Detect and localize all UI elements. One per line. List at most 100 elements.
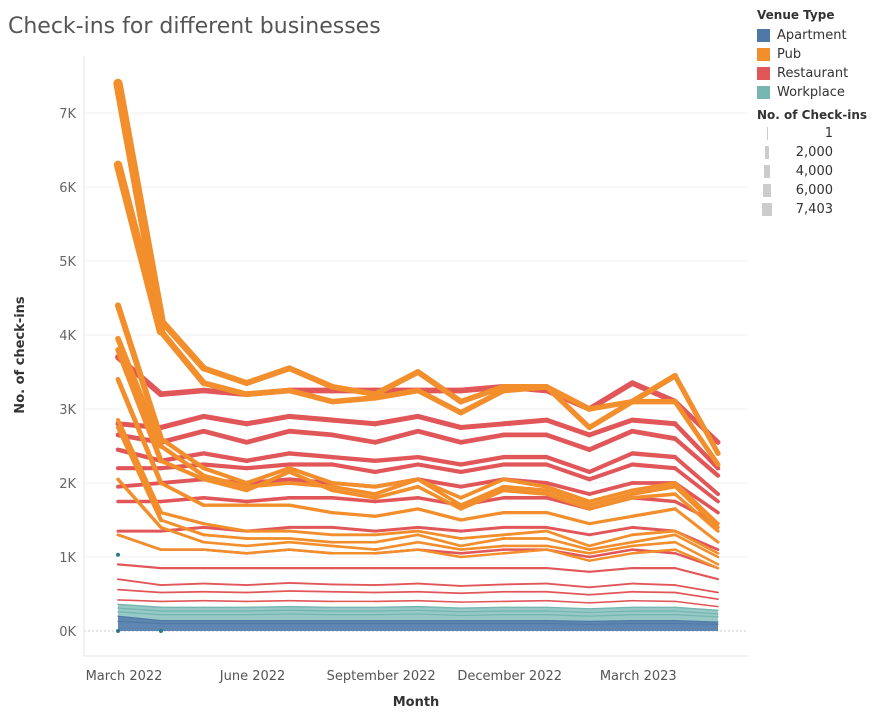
pub-line-segment bbox=[416, 529, 463, 540]
restaurant-line-segment bbox=[286, 428, 335, 438]
restaurant-line-segment bbox=[288, 590, 334, 593]
pub-line-segment bbox=[157, 316, 207, 372]
restaurant-line-segment bbox=[417, 599, 462, 603]
y-tick-label: 6K bbox=[59, 181, 76, 196]
pub-line-segment bbox=[243, 387, 293, 398]
pub-line-segment bbox=[416, 533, 463, 548]
restaurant-line-segment bbox=[415, 428, 464, 445]
workplace-line-segment bbox=[417, 609, 462, 613]
size-legend-label: 7,403 bbox=[795, 202, 833, 217]
restaurant-line-segment bbox=[545, 582, 591, 589]
pub-line-segment bbox=[115, 347, 164, 464]
pub-line-segment bbox=[587, 514, 634, 526]
restaurant-line-segment bbox=[201, 413, 250, 427]
pub-line-segment bbox=[673, 540, 720, 566]
pub-line-segment bbox=[673, 529, 720, 555]
restaurant-line-segment bbox=[158, 413, 207, 431]
pub-line-segment bbox=[415, 369, 464, 405]
y-tick-label: 1K bbox=[59, 551, 76, 566]
pub-line-segment bbox=[673, 533, 720, 559]
restaurant-line-segment bbox=[674, 584, 719, 594]
workplace-line-segment bbox=[288, 605, 334, 609]
restaurant-line-segment bbox=[458, 454, 506, 467]
pub-line-segment bbox=[115, 425, 163, 523]
pub-line-segment bbox=[330, 481, 378, 489]
legend-swatch bbox=[757, 48, 770, 61]
pub-line-segment bbox=[115, 335, 164, 449]
pub-line-segment bbox=[372, 369, 421, 398]
workplace-line-segment bbox=[374, 605, 419, 609]
pub-line-segment bbox=[201, 473, 249, 489]
x-axis-title: Month bbox=[393, 695, 440, 710]
pub-line-segment bbox=[459, 510, 506, 522]
legend-item-workplace[interactable]: Workplace bbox=[757, 83, 872, 102]
restaurant-line-segment bbox=[159, 582, 205, 587]
pub-line-segment bbox=[630, 540, 677, 548]
restaurant-line-segment bbox=[330, 496, 377, 504]
size-legend-mark bbox=[757, 203, 777, 216]
restaurant-line-segment bbox=[373, 525, 420, 533]
workplace-line-segment bbox=[545, 610, 591, 614]
pub-line-segment bbox=[587, 488, 635, 504]
legend-item-pub[interactable]: Pub bbox=[757, 45, 872, 64]
restaurant-line-segment bbox=[417, 582, 462, 587]
pub-line-segment bbox=[373, 507, 420, 518]
restaurant-line-segment bbox=[673, 466, 720, 504]
restaurant-line-segment bbox=[117, 599, 162, 603]
pub-line-segment bbox=[287, 466, 335, 485]
apartment-line-segment bbox=[588, 623, 633, 625]
restaurant-line-segment bbox=[460, 590, 505, 595]
restaurant-line-segment bbox=[629, 380, 678, 405]
size-legend-label: 2,000 bbox=[795, 145, 833, 160]
restaurant-line-segment bbox=[631, 590, 676, 594]
legend-item-restaurant[interactable]: Restaurant bbox=[757, 64, 872, 83]
restaurant-line-segment bbox=[116, 563, 163, 570]
pub-line-segment bbox=[673, 548, 720, 570]
restaurant-line-segment bbox=[158, 387, 207, 398]
y-axis-title: No. of check-ins bbox=[13, 296, 28, 414]
pub-line-segment bbox=[416, 477, 463, 508]
pub-line-segment bbox=[545, 544, 591, 555]
restaurant-line-segment bbox=[117, 578, 162, 587]
restaurant-line-segment bbox=[329, 432, 378, 445]
color-legend-title: Venue Type bbox=[757, 8, 835, 22]
restaurant-line-segment bbox=[630, 451, 678, 460]
restaurant-line-segment bbox=[674, 591, 719, 601]
pub-line-segment bbox=[113, 160, 166, 336]
restaurant-line-segment bbox=[587, 462, 635, 482]
pub-line-segment bbox=[245, 548, 291, 555]
size-legend-item: 1 bbox=[757, 124, 872, 143]
pub-line-segment bbox=[287, 529, 334, 537]
restaurant-line-segment bbox=[588, 567, 634, 573]
pub-line-segment bbox=[372, 387, 421, 401]
pub-line-segment bbox=[544, 484, 592, 504]
workplace-area bbox=[118, 604, 718, 623]
pub-line-segment bbox=[544, 492, 592, 511]
restaurant-line-segment bbox=[545, 525, 591, 537]
restaurant-line-segment bbox=[460, 600, 505, 603]
restaurant-line-segment bbox=[544, 462, 592, 482]
pub-line-segment bbox=[158, 436, 206, 471]
restaurant-line-segment bbox=[586, 417, 635, 438]
x-tick-label: September 2022 bbox=[327, 669, 436, 684]
restaurant-line-segment bbox=[459, 525, 506, 533]
restaurant-line-segment bbox=[374, 599, 419, 603]
apartment-line-segment bbox=[588, 620, 633, 622]
restaurant-line-segment bbox=[331, 583, 377, 587]
restaurant-line-segment bbox=[545, 590, 591, 596]
pub-line-segment bbox=[630, 533, 677, 544]
restaurant-line-segment bbox=[201, 496, 249, 504]
legend-item-apartment[interactable]: Apartment bbox=[757, 26, 872, 45]
pub-line-segment bbox=[586, 398, 635, 412]
pub-line-segment bbox=[587, 496, 635, 511]
restaurant-line-segment bbox=[630, 462, 678, 471]
restaurant-line-segment bbox=[502, 599, 548, 603]
restaurant-line-segment bbox=[244, 413, 292, 427]
workplace-line-segment bbox=[588, 614, 633, 617]
pub-line-segment bbox=[373, 540, 420, 551]
apartment-line-segment bbox=[674, 620, 719, 623]
pub-line-segment bbox=[588, 552, 634, 562]
pub-line-segment bbox=[330, 544, 377, 551]
pub-line-segment bbox=[673, 492, 720, 533]
pub-line-segment bbox=[329, 395, 378, 405]
